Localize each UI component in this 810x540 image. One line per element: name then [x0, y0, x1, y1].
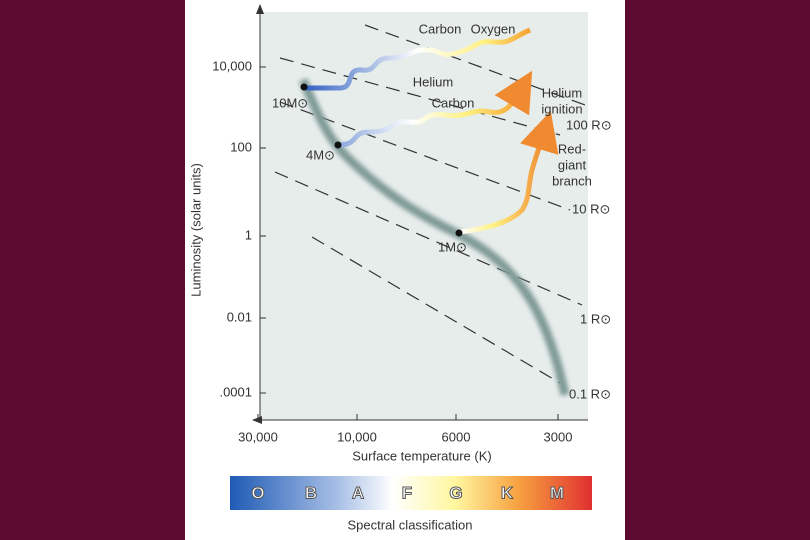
x-tick-label: 10,000 [337, 429, 377, 444]
spectral-class: O [251, 483, 264, 502]
mass-label: 4M⊙ [306, 147, 335, 162]
x-tick-label: 30,000 [238, 429, 278, 444]
annotation: Helium [542, 85, 582, 100]
spectral-class: M [550, 483, 564, 502]
mass-label: 1M⊙ [438, 239, 467, 254]
spectral-title: Spectral classification [348, 517, 473, 532]
y-axis-title: Luminosity (solar units) [188, 163, 203, 297]
annotation: giant [558, 157, 587, 172]
radius-label: 0.1 R⊙ [569, 386, 611, 401]
y-tick-label: 10,000 [212, 58, 252, 73]
y-tick-label: 1 [245, 227, 252, 242]
mass-label: 10M⊙ [272, 95, 308, 110]
spectral-bar [230, 476, 592, 510]
main-sequence [298, 78, 570, 396]
spectral-class: K [501, 483, 514, 502]
annotation: ignition [541, 101, 582, 116]
radius-label: 10 R⊙ [572, 201, 610, 216]
spectral-class: G [449, 483, 462, 502]
track-1 [459, 110, 559, 235]
annotation: Carbon [419, 21, 462, 36]
y-tick-label: 0.01 [227, 309, 252, 324]
y-tick-label: 100 [230, 139, 252, 154]
y-tick-label: .0001 [219, 384, 252, 399]
y-arrow [256, 4, 264, 14]
radius-label: 1 R⊙ [580, 311, 611, 326]
x-axis-title: Surface temperature (K) [352, 448, 491, 463]
spectral-class: A [352, 483, 364, 502]
x-tick-label: 6000 [442, 429, 471, 444]
x-tick-label: 3000 [544, 429, 573, 444]
annotation: Oxygen [471, 21, 516, 36]
track-4 [337, 70, 533, 148]
annotation: Red- [558, 141, 586, 156]
star-dots [300, 83, 463, 237]
annotation: Helium [413, 74, 453, 89]
track-10 [305, 27, 531, 91]
annotation: branch [552, 173, 592, 188]
annotation: Carbon [432, 95, 475, 110]
x-arrow [252, 416, 262, 424]
spectral-class: F [402, 483, 412, 502]
radius-lines [274, 24, 586, 384]
radius-label: 100 R⊙ [566, 117, 612, 132]
spectral-class: B [305, 483, 317, 502]
